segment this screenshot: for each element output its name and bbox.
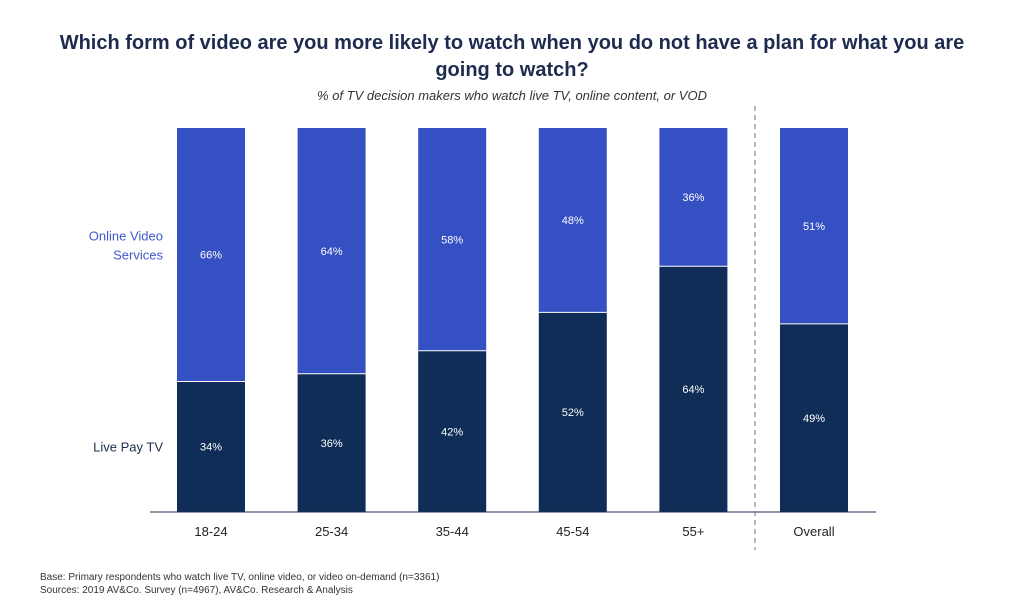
bar-live-overall — [780, 323, 848, 512]
value-label-online-45-54: 48% — [562, 215, 584, 227]
value-label-live-25-34: 36% — [321, 438, 343, 450]
value-label-online-18-24: 66% — [200, 250, 222, 262]
bar-online-35-44 — [418, 128, 487, 351]
value-label-live-35-44: 42% — [441, 426, 463, 438]
footnote-base: Base: Primary respondents who watch live… — [40, 572, 440, 583]
footnote-sources: Sources: 2019 AV&Co. Survey (n=4967), AV… — [40, 585, 353, 596]
bar-online-55 — [659, 128, 728, 267]
bar-live-35-44 — [418, 350, 487, 512]
bar-live-55 — [659, 266, 728, 512]
value-label-live-overall: 49% — [803, 413, 825, 425]
value-label-online-overall: 51% — [803, 221, 825, 233]
bar-online-overall — [780, 128, 848, 324]
value-label-live-55: 64% — [682, 384, 704, 396]
legend-label-live: Live Pay TV — [93, 440, 163, 455]
bar-live-25-34 — [297, 373, 366, 512]
bar-live-45-54 — [538, 312, 607, 512]
chart-subtitle: % of TV decision makers who watch live T… — [317, 88, 707, 103]
value-label-live-45-54: 52% — [562, 407, 584, 419]
bar-online-25-34 — [297, 128, 366, 374]
x-tick-label-55: 55+ — [682, 524, 704, 539]
chart-title: Which form of video are you more likely … — [59, 32, 965, 81]
legend-label-online-line-1: Online Video — [89, 229, 163, 244]
value-label-live-18-24: 34% — [200, 442, 222, 454]
x-tick-label-45-54: 45-54 — [556, 524, 589, 539]
x-tick-label-18-24: 18-24 — [194, 524, 227, 539]
value-label-online-35-44: 58% — [441, 234, 463, 246]
legend-label-online-line-2: Services — [113, 248, 163, 263]
value-label-online-55: 36% — [682, 192, 704, 204]
bar-online-18-24 — [177, 128, 245, 382]
bar-live-18-24 — [177, 381, 245, 512]
value-label-online-25-34: 64% — [321, 246, 343, 258]
bar-online-45-54 — [538, 128, 607, 313]
x-tick-label-35-44: 35-44 — [436, 524, 469, 539]
x-tick-label-overall: Overall — [793, 524, 834, 539]
x-tick-label-25-34: 25-34 — [315, 524, 348, 539]
